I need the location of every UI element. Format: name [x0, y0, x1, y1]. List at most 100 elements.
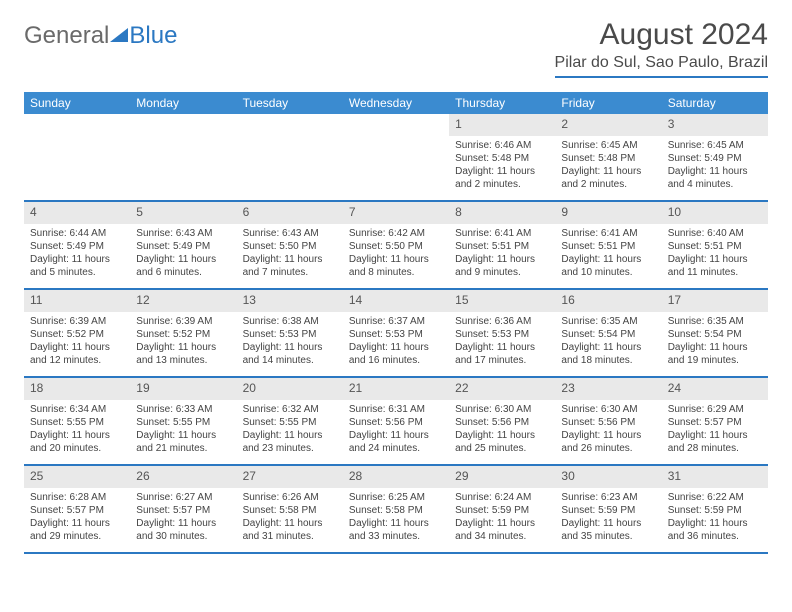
sunrise-line: Sunrise: 6:39 AM	[136, 315, 230, 328]
day-number: 19	[130, 378, 236, 400]
sunset-line: Sunset: 5:50 PM	[243, 240, 337, 253]
calendar-cell: 21Sunrise: 6:31 AMSunset: 5:56 PMDayligh…	[343, 378, 449, 464]
day-details: Sunrise: 6:44 AMSunset: 5:49 PMDaylight:…	[24, 224, 130, 285]
calendar: SundayMondayTuesdayWednesdayThursdayFrid…	[24, 92, 768, 554]
calendar-cell: 6Sunrise: 6:43 AMSunset: 5:50 PMDaylight…	[237, 202, 343, 288]
day-number: 12	[130, 290, 236, 312]
day-number: 3	[662, 114, 768, 136]
calendar-cell	[24, 114, 130, 200]
day-details: Sunrise: 6:27 AMSunset: 5:57 PMDaylight:…	[130, 488, 236, 549]
sunrise-line: Sunrise: 6:45 AM	[668, 139, 762, 152]
header: General Blue August 2024 Pilar do Sul, S…	[24, 18, 768, 78]
sunrise-line: Sunrise: 6:33 AM	[136, 403, 230, 416]
day-details: Sunrise: 6:25 AMSunset: 5:58 PMDaylight:…	[343, 488, 449, 549]
day-details: Sunrise: 6:24 AMSunset: 5:59 PMDaylight:…	[449, 488, 555, 549]
sunrise-line: Sunrise: 6:29 AM	[668, 403, 762, 416]
day-number: 27	[237, 466, 343, 488]
daylight-line: Daylight: 11 hours and 23 minutes.	[243, 429, 337, 455]
daylight-line: Daylight: 11 hours and 36 minutes.	[668, 517, 762, 543]
daylight-line: Daylight: 11 hours and 25 minutes.	[455, 429, 549, 455]
daylight-line: Daylight: 11 hours and 31 minutes.	[243, 517, 337, 543]
day-number: 18	[24, 378, 130, 400]
sunset-line: Sunset: 5:59 PM	[561, 504, 655, 517]
daylight-line: Daylight: 11 hours and 30 minutes.	[136, 517, 230, 543]
sunrise-line: Sunrise: 6:40 AM	[668, 227, 762, 240]
day-number: 26	[130, 466, 236, 488]
sunrise-line: Sunrise: 6:45 AM	[561, 139, 655, 152]
day-name: Thursday	[449, 92, 555, 114]
day-number: 10	[662, 202, 768, 224]
calendar-cell: 16Sunrise: 6:35 AMSunset: 5:54 PMDayligh…	[555, 290, 661, 376]
calendar-cell: 14Sunrise: 6:37 AMSunset: 5:53 PMDayligh…	[343, 290, 449, 376]
sunset-line: Sunset: 5:51 PM	[668, 240, 762, 253]
day-number: 7	[343, 202, 449, 224]
daylight-line: Daylight: 11 hours and 4 minutes.	[668, 165, 762, 191]
calendar-week: 1Sunrise: 6:46 AMSunset: 5:48 PMDaylight…	[24, 114, 768, 202]
day-details: Sunrise: 6:30 AMSunset: 5:56 PMDaylight:…	[449, 400, 555, 461]
logo: General Blue	[24, 22, 177, 50]
day-number: 22	[449, 378, 555, 400]
calendar-cell: 31Sunrise: 6:22 AMSunset: 5:59 PMDayligh…	[662, 466, 768, 552]
day-details: Sunrise: 6:40 AMSunset: 5:51 PMDaylight:…	[662, 224, 768, 285]
logo-triangle-icon	[110, 28, 128, 42]
sunset-line: Sunset: 5:57 PM	[136, 504, 230, 517]
daylight-line: Daylight: 11 hours and 16 minutes.	[349, 341, 443, 367]
day-details: Sunrise: 6:46 AMSunset: 5:48 PMDaylight:…	[449, 136, 555, 197]
sunrise-line: Sunrise: 6:32 AM	[243, 403, 337, 416]
sunset-line: Sunset: 5:54 PM	[561, 328, 655, 341]
sunrise-line: Sunrise: 6:41 AM	[561, 227, 655, 240]
daylight-line: Daylight: 11 hours and 14 minutes.	[243, 341, 337, 367]
sunset-line: Sunset: 5:57 PM	[668, 416, 762, 429]
day-details: Sunrise: 6:33 AMSunset: 5:55 PMDaylight:…	[130, 400, 236, 461]
sunrise-line: Sunrise: 6:37 AM	[349, 315, 443, 328]
day-name: Sunday	[24, 92, 130, 114]
sunrise-line: Sunrise: 6:22 AM	[668, 491, 762, 504]
calendar-week: 25Sunrise: 6:28 AMSunset: 5:57 PMDayligh…	[24, 466, 768, 554]
day-details: Sunrise: 6:36 AMSunset: 5:53 PMDaylight:…	[449, 312, 555, 373]
sunset-line: Sunset: 5:59 PM	[455, 504, 549, 517]
sunset-line: Sunset: 5:50 PM	[349, 240, 443, 253]
day-number: 21	[343, 378, 449, 400]
day-number: 23	[555, 378, 661, 400]
calendar-cell: 15Sunrise: 6:36 AMSunset: 5:53 PMDayligh…	[449, 290, 555, 376]
calendar-cell: 2Sunrise: 6:45 AMSunset: 5:48 PMDaylight…	[555, 114, 661, 200]
sunrise-line: Sunrise: 6:39 AM	[30, 315, 124, 328]
calendar-cell: 25Sunrise: 6:28 AMSunset: 5:57 PMDayligh…	[24, 466, 130, 552]
day-number: 16	[555, 290, 661, 312]
sunrise-line: Sunrise: 6:42 AM	[349, 227, 443, 240]
daylight-line: Daylight: 11 hours and 6 minutes.	[136, 253, 230, 279]
sunset-line: Sunset: 5:56 PM	[349, 416, 443, 429]
sunrise-line: Sunrise: 6:41 AM	[455, 227, 549, 240]
month-title: August 2024	[555, 18, 768, 52]
sunrise-line: Sunrise: 6:25 AM	[349, 491, 443, 504]
daylight-line: Daylight: 11 hours and 35 minutes.	[561, 517, 655, 543]
calendar-cell	[237, 114, 343, 200]
daylight-line: Daylight: 11 hours and 26 minutes.	[561, 429, 655, 455]
sunset-line: Sunset: 5:58 PM	[243, 504, 337, 517]
daylight-line: Daylight: 11 hours and 19 minutes.	[668, 341, 762, 367]
calendar-cell: 12Sunrise: 6:39 AMSunset: 5:52 PMDayligh…	[130, 290, 236, 376]
day-details: Sunrise: 6:22 AMSunset: 5:59 PMDaylight:…	[662, 488, 768, 549]
sunset-line: Sunset: 5:49 PM	[668, 152, 762, 165]
sunset-line: Sunset: 5:49 PM	[136, 240, 230, 253]
calendar-cell: 28Sunrise: 6:25 AMSunset: 5:58 PMDayligh…	[343, 466, 449, 552]
day-details: Sunrise: 6:45 AMSunset: 5:49 PMDaylight:…	[662, 136, 768, 197]
calendar-cell: 10Sunrise: 6:40 AMSunset: 5:51 PMDayligh…	[662, 202, 768, 288]
daylight-line: Daylight: 11 hours and 2 minutes.	[455, 165, 549, 191]
calendar-cell: 17Sunrise: 6:35 AMSunset: 5:54 PMDayligh…	[662, 290, 768, 376]
sunrise-line: Sunrise: 6:43 AM	[243, 227, 337, 240]
sunrise-line: Sunrise: 6:23 AM	[561, 491, 655, 504]
sunset-line: Sunset: 5:55 PM	[136, 416, 230, 429]
sunrise-line: Sunrise: 6:31 AM	[349, 403, 443, 416]
sunrise-line: Sunrise: 6:43 AM	[136, 227, 230, 240]
sunset-line: Sunset: 5:48 PM	[455, 152, 549, 165]
day-number: 8	[449, 202, 555, 224]
day-number: 9	[555, 202, 661, 224]
sunset-line: Sunset: 5:51 PM	[455, 240, 549, 253]
daylight-line: Daylight: 11 hours and 11 minutes.	[668, 253, 762, 279]
sunset-line: Sunset: 5:55 PM	[30, 416, 124, 429]
day-details: Sunrise: 6:35 AMSunset: 5:54 PMDaylight:…	[662, 312, 768, 373]
sunset-line: Sunset: 5:53 PM	[349, 328, 443, 341]
calendar-cell: 30Sunrise: 6:23 AMSunset: 5:59 PMDayligh…	[555, 466, 661, 552]
day-details: Sunrise: 6:26 AMSunset: 5:58 PMDaylight:…	[237, 488, 343, 549]
